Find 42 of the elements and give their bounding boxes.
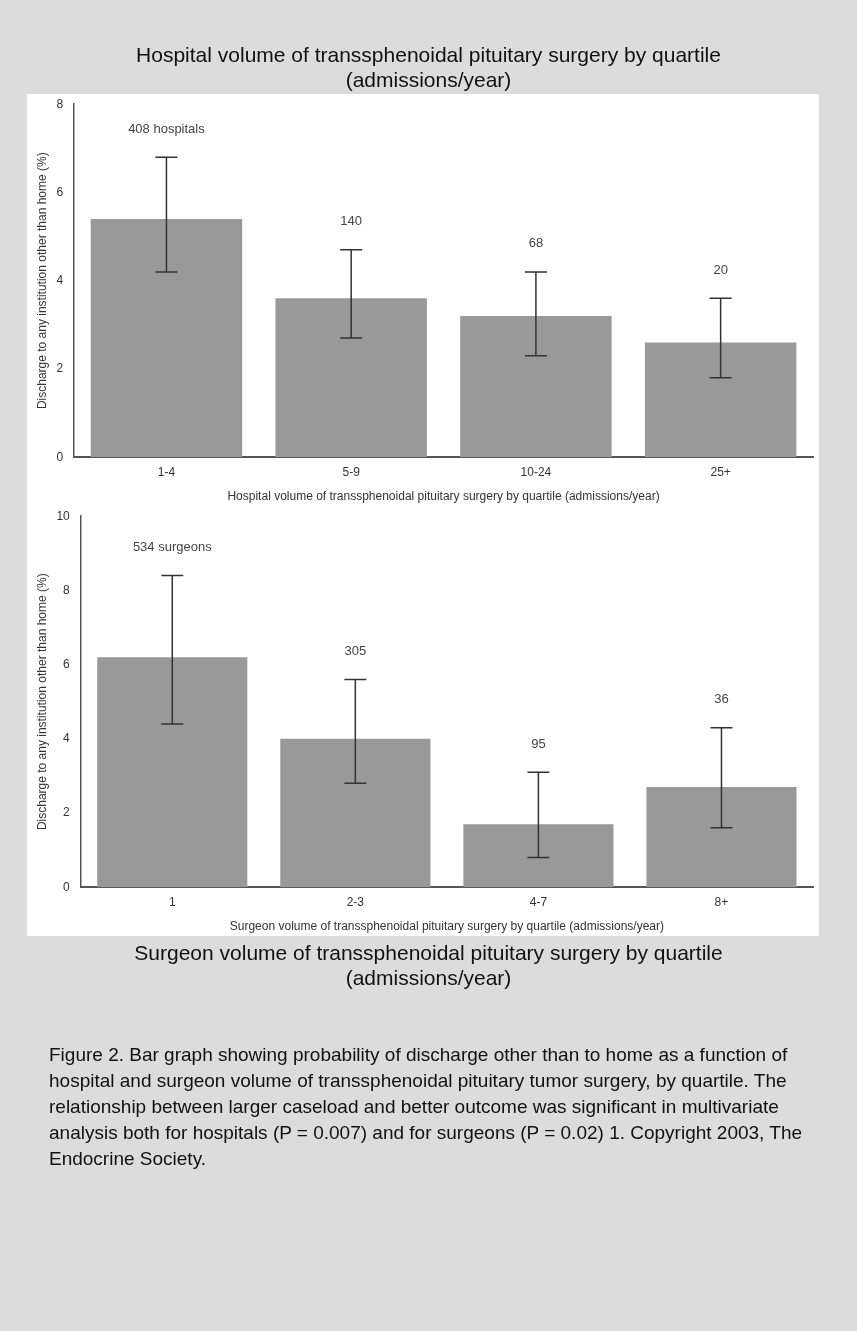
y-tick-label: 6 bbox=[63, 656, 71, 671]
bar bbox=[644, 342, 797, 458]
bar bbox=[90, 218, 243, 458]
x-tick-label: 1 bbox=[168, 894, 176, 909]
y-tick-label: 2 bbox=[56, 361, 64, 376]
y-tick-label: 4 bbox=[56, 273, 64, 288]
text: Surgeon volume of transsphenoidal pituitary surgery by quartile (admissions/year) bbox=[133, 940, 724, 990]
y-tick-label: 0 bbox=[56, 449, 64, 464]
annotation: 305 bbox=[344, 643, 367, 659]
x-tick-label: 2-3 bbox=[346, 894, 365, 909]
y-axis-title: Discharge to any institution other than home (%) bbox=[34, 152, 49, 410]
bar bbox=[460, 316, 612, 458]
chart-title: Hospital volume of transsphenoidal pituitary surgery by quartile (admissions/year) bbox=[135, 42, 722, 92]
bar bbox=[97, 657, 248, 888]
y-tick-label: 8 bbox=[56, 96, 64, 111]
x-tick-label: 25+ bbox=[710, 464, 731, 479]
x-axis-title: Hospital volume of transsphenoidal pituitary surgery by quartile (admissions/year) bbox=[227, 489, 660, 504]
annotation: 95 bbox=[531, 735, 546, 751]
x-tick-label: 8+ bbox=[714, 894, 729, 909]
annotation: 20 bbox=[713, 261, 728, 277]
annotation: 68 bbox=[528, 235, 544, 251]
annotation: 534 surgeons bbox=[132, 539, 213, 555]
x-tick-label: 1-4 bbox=[157, 464, 176, 479]
x-axis-title: Surgeon volume of transsphenoidal pituitary surgery by quartile (admissions/year) bbox=[229, 919, 664, 934]
bar bbox=[275, 298, 427, 458]
y-tick-label: 6 bbox=[56, 184, 64, 199]
y-tick-label: 4 bbox=[63, 731, 71, 746]
y-axis-title: Discharge to any institution other than home (%) bbox=[34, 573, 49, 831]
annotation: 36 bbox=[714, 691, 729, 707]
y-tick-label: 0 bbox=[63, 879, 71, 894]
y-tick-label: 10 bbox=[56, 508, 71, 523]
bar bbox=[463, 824, 614, 888]
bar bbox=[280, 738, 431, 888]
y-tick-label: 8 bbox=[63, 582, 71, 597]
y-tick-label: 2 bbox=[63, 805, 71, 820]
x-tick-label: 10-24 bbox=[520, 464, 552, 479]
bar bbox=[646, 787, 797, 888]
x-tick-label: 4-7 bbox=[529, 894, 548, 909]
caption: Figure 2. Bar graph showing probability of discharge other than to home as a function of hospital and surgeon volume of transsphenoidal pituitary tumor surgery, by quartile. The relationship between larger caseload and better outcome was significant in multivariate analysis both for hospitals (P = 0.007) and for surgeons (P = 0.02) 1. Copyright 2003, The Endocrine Society. bbox=[48, 1043, 804, 1171]
x-tick-label: 5-9 bbox=[342, 464, 361, 479]
annotation: 408 hospitals bbox=[128, 120, 206, 136]
annotation: 140 bbox=[340, 213, 363, 229]
